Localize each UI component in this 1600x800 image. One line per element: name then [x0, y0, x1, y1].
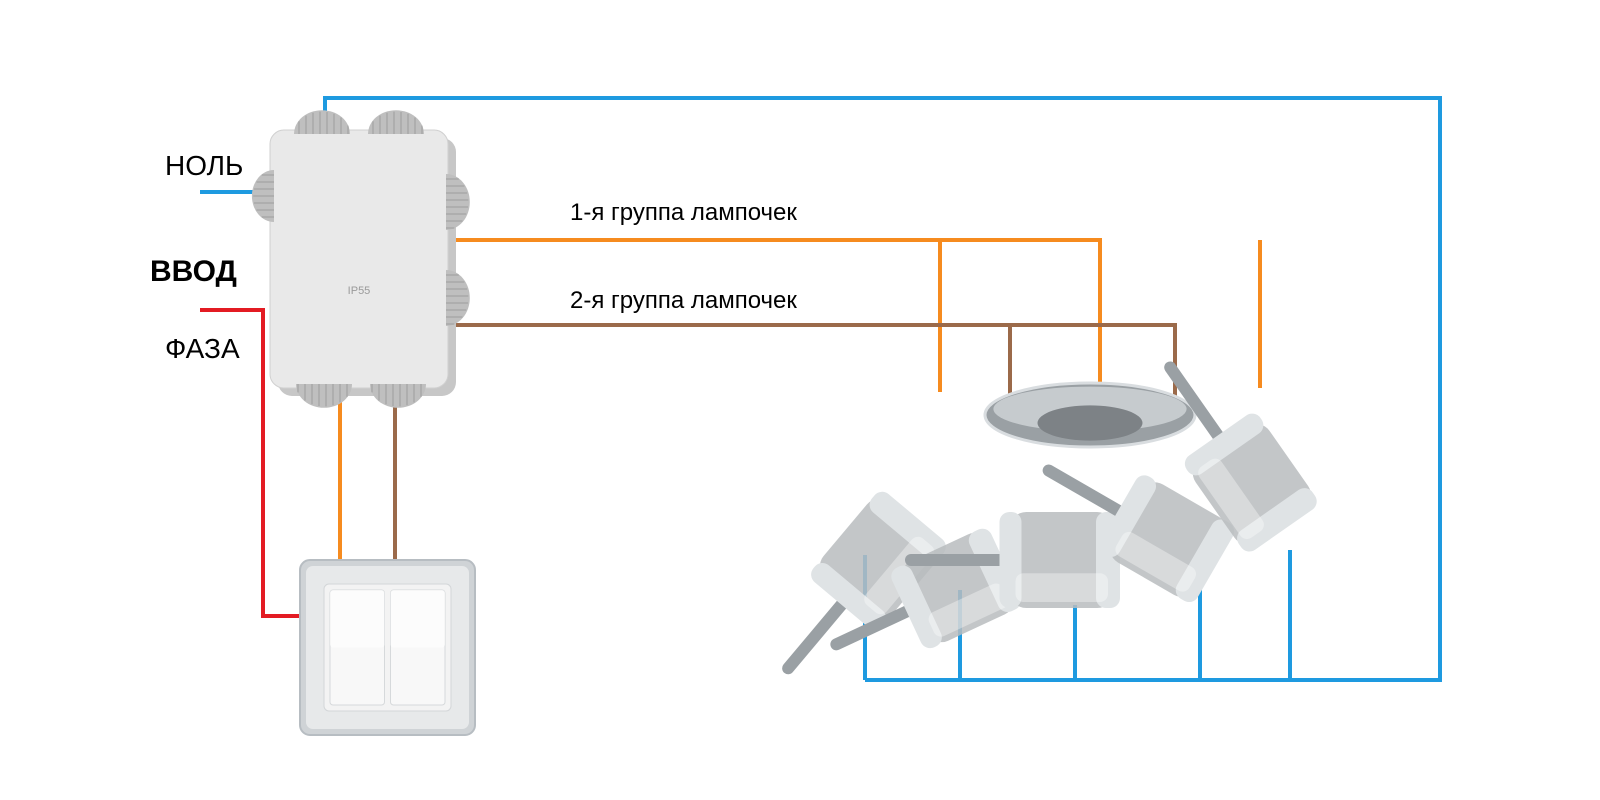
label-phase: ФАЗА: [165, 333, 240, 365]
label-input: ВВОД: [150, 255, 237, 289]
chandelier: [750, 337, 1321, 702]
double-rocker-switch: [300, 560, 475, 735]
label-group1: 1-я группа лампочек: [570, 199, 797, 227]
label-null: НОЛЬ: [165, 150, 243, 182]
svg-text:IP55: IP55: [348, 285, 371, 297]
label-group2: 2-я группа лампочек: [570, 287, 797, 315]
wiring-diagram: IP55: [0, 0, 1600, 800]
junction-box: IP55: [252, 110, 470, 408]
